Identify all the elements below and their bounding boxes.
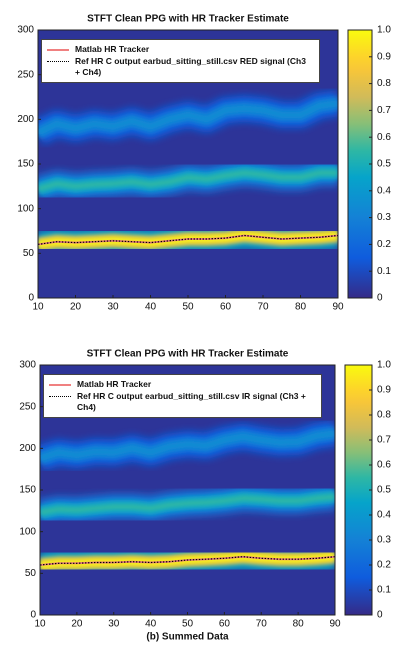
- y-tick-label: 300: [17, 25, 34, 36]
- x-tick-label: 60: [219, 619, 231, 630]
- y-tick-label: 150: [17, 159, 34, 170]
- colorbar-tick-label: 0.1: [377, 585, 391, 596]
- hr-line: [38, 234, 338, 245]
- spectral-band-core: [40, 493, 335, 516]
- x-tick-label: 80: [295, 302, 307, 313]
- colorbar-tick-label: 0.8: [377, 410, 391, 421]
- colorbar-tick-label: 0.4: [377, 510, 391, 521]
- x-axis-label: (b) Summed Data: [146, 632, 229, 643]
- y-tick-label: 250: [19, 401, 36, 412]
- x-tick-label: 30: [107, 302, 119, 313]
- x-tick-label: 40: [145, 302, 157, 313]
- chart-title: STFT Clean PPG with HR Tracker Estimate: [87, 14, 289, 25]
- x-tick-label: 10: [34, 619, 46, 630]
- colorbar-tick-label: 0.7: [377, 105, 391, 116]
- y-tick-label: 0: [30, 610, 36, 621]
- x-tick-label: 90: [332, 302, 344, 313]
- spectrogram-area: [40, 420, 335, 578]
- colorbar-tick-label: 0.1: [377, 266, 391, 277]
- x-tick-label: 40: [145, 619, 157, 630]
- x-tick-label: 90: [329, 619, 341, 630]
- y-tick-label: 50: [25, 568, 37, 579]
- legend-label: Ref HR C output earbud_sitting_still.csv…: [75, 56, 306, 77]
- colorbar-tick-label: 0.3: [377, 535, 391, 546]
- y-tick-label: 200: [19, 443, 36, 454]
- chart-title: STFT Clean PPG with HR Tracker Estimate: [87, 349, 289, 360]
- legend-swatch: [49, 384, 71, 386]
- y-tick-label: 200: [17, 114, 34, 125]
- legend-swatch: [47, 49, 69, 51]
- colorbar-tick-label: 0.5: [377, 159, 391, 170]
- colorbar-tick-label: 0.6: [377, 460, 391, 471]
- colorbar-tick-label: 0.3: [377, 212, 391, 223]
- legend-entry: Ref HR C output earbud_sitting_still.csv…: [47, 56, 314, 78]
- x-tick-label: 80: [293, 619, 305, 630]
- x-tick-label: 20: [71, 619, 83, 630]
- legend-swatch: [49, 396, 71, 397]
- legend-entry: Matlab HR Tracker: [49, 379, 316, 390]
- legend-label: Matlab HR Tracker: [75, 44, 150, 54]
- legend: Matlab HR Tracker Ref HR C output earbud_…: [43, 374, 322, 418]
- colorbar-tick-label: 1.0: [377, 25, 391, 36]
- y-tick-label: 100: [17, 203, 34, 214]
- colorbar-tick-label: 0: [377, 293, 383, 304]
- y-tick-label: 100: [19, 526, 36, 537]
- x-tick-label: 50: [182, 302, 194, 313]
- colorbar-tick-label: 0.8: [377, 78, 391, 89]
- spectral-band-core: [40, 430, 335, 462]
- colorbar-tick-label: 0.4: [377, 185, 391, 196]
- x-tick-label: 70: [256, 619, 268, 630]
- spectral-band-core: [38, 169, 338, 192]
- legend-entry: Ref HR C output earbud_sitting_still.csv…: [49, 391, 316, 413]
- colorbar-tick-label: 0.7: [377, 435, 391, 446]
- colorbar-tick-label: 0.9: [377, 51, 391, 62]
- y-tick-label: 0: [28, 293, 34, 304]
- colorbar: [344, 364, 373, 616]
- legend-label: Ref HR C output earbud_sitting_still.csv…: [77, 391, 306, 412]
- spectral-band-core: [38, 100, 338, 136]
- colorbar: [347, 29, 373, 299]
- x-tick-label: 60: [220, 302, 232, 313]
- legend: Matlab HR Tracker Ref HR C output earbud_…: [41, 39, 320, 83]
- x-tick-label: 50: [182, 619, 194, 630]
- y-tick-label: 50: [23, 248, 35, 259]
- colorbar-tick-label: 0.2: [377, 560, 391, 571]
- y-tick-label: 150: [19, 485, 36, 496]
- colorbar-tick-label: 0.6: [377, 132, 391, 143]
- colorbar-tick-label: 0.2: [377, 239, 391, 250]
- colorbar-tick-label: 0: [377, 610, 383, 621]
- y-tick-label: 300: [19, 360, 36, 371]
- legend-label: Matlab HR Tracker: [77, 379, 152, 389]
- colorbar-tick-label: 1.0: [377, 360, 391, 371]
- x-tick-label: 70: [257, 302, 269, 313]
- colorbar-tick-label: 0.9: [377, 385, 391, 396]
- hr-line: [40, 556, 335, 566]
- spectrogram-area: [38, 90, 338, 258]
- y-tick-label: 250: [17, 69, 34, 80]
- x-tick-label: 10: [32, 302, 44, 313]
- legend-swatch: [47, 61, 69, 62]
- x-tick-label: 20: [70, 302, 82, 313]
- x-tick-label: 30: [108, 619, 120, 630]
- legend-entry: Matlab HR Tracker: [47, 44, 314, 55]
- colorbar-tick-label: 0.5: [377, 485, 391, 496]
